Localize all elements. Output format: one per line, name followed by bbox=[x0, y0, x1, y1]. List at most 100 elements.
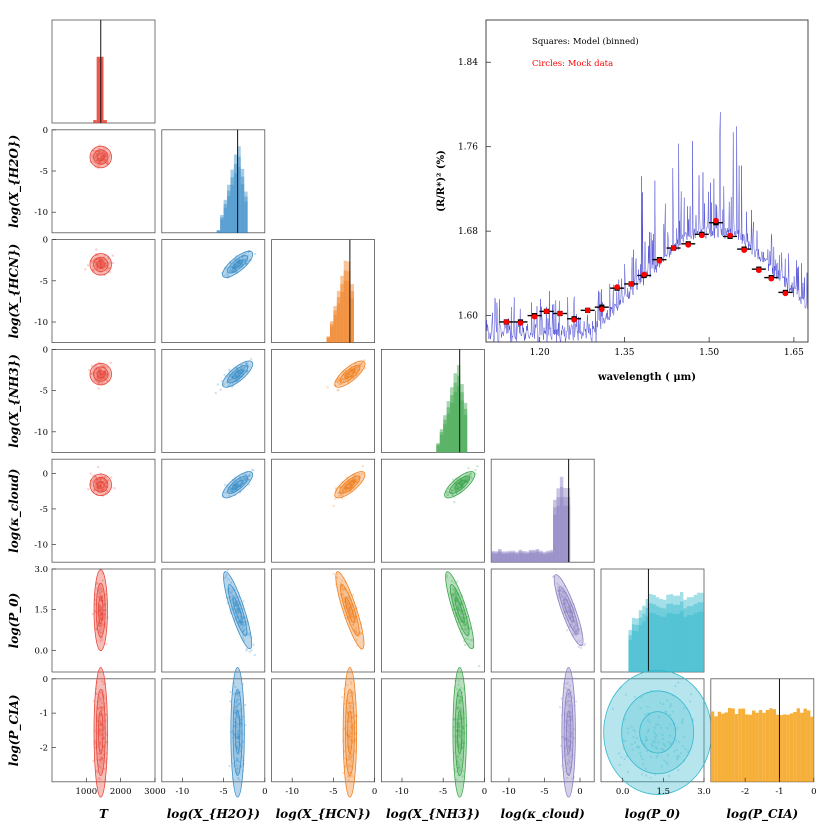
spectrum-x-tick-label: 1.50 bbox=[699, 348, 719, 358]
posterior-sample bbox=[227, 569, 229, 571]
y-tick-label: 0.0 bbox=[34, 646, 48, 656]
hist-bar bbox=[351, 298, 354, 342]
posterior-sample bbox=[464, 644, 466, 646]
spectrum-y-tick-label: 1.84 bbox=[458, 58, 478, 68]
hist-bar bbox=[443, 424, 446, 452]
hist-bar bbox=[230, 185, 233, 233]
x-tick-label: 0 bbox=[811, 787, 816, 797]
posterior-sample bbox=[575, 700, 577, 702]
hist-bar bbox=[762, 713, 765, 782]
x-tick-label: -10 bbox=[176, 787, 190, 797]
hist-bar bbox=[563, 506, 566, 562]
hist-bar bbox=[673, 614, 676, 672]
x-tick-label: 1.5 bbox=[657, 787, 671, 797]
x-axis-label-kcloud: log(κ_cloud) bbox=[501, 807, 585, 822]
posterior-sample bbox=[250, 358, 252, 360]
hist-bar bbox=[498, 552, 501, 562]
hist-bar bbox=[543, 554, 546, 562]
spectrum-y-tick-label: 1.76 bbox=[458, 143, 478, 153]
posterior-sample bbox=[229, 700, 231, 702]
hist-bar bbox=[97, 57, 100, 123]
hist-bar bbox=[454, 392, 457, 452]
x-tick-label: -10 bbox=[285, 787, 299, 797]
scatter-panel-xh2o-p0 bbox=[162, 569, 265, 672]
hist-bar bbox=[810, 717, 813, 782]
y-tick-label: -10 bbox=[34, 208, 48, 218]
mock-data-circle bbox=[599, 306, 605, 312]
hist-bar bbox=[330, 326, 333, 342]
posterior-sample bbox=[92, 613, 94, 615]
posterior-sample bbox=[559, 706, 561, 708]
hist-bar bbox=[804, 709, 807, 782]
scatter-panel-kcloud-pcia bbox=[491, 679, 594, 782]
posterior-sample bbox=[105, 642, 107, 644]
y-axis-label-xhcn: log(X_{HCN}) bbox=[7, 244, 22, 339]
mock-data-circle bbox=[641, 272, 647, 278]
x-axis-label-p0: log(P_0) bbox=[625, 807, 681, 822]
hist-bar bbox=[697, 612, 700, 672]
x-axis-label-T: T bbox=[99, 807, 109, 821]
hist-bar bbox=[694, 613, 697, 672]
x-tick-label: 0 bbox=[372, 787, 377, 797]
posterior-sample bbox=[87, 488, 89, 490]
hist-bar bbox=[491, 554, 494, 563]
hist-bar bbox=[532, 553, 535, 562]
posterior-sample bbox=[254, 654, 256, 656]
x-axis-label-xhcn: log(X_{HCN}) bbox=[276, 807, 371, 822]
posterior-contour bbox=[97, 481, 104, 488]
mock-data-circle bbox=[614, 284, 620, 290]
mock-data-circle bbox=[544, 309, 550, 315]
hist-bar bbox=[769, 708, 772, 781]
x-tick-label: 3000 bbox=[144, 787, 166, 797]
hist-bar bbox=[333, 315, 336, 343]
mock-data-circle bbox=[532, 314, 538, 320]
hist-bar bbox=[742, 709, 745, 782]
hist-bar bbox=[560, 497, 563, 562]
hist-bar bbox=[447, 413, 450, 452]
y-tick-label: 0 bbox=[43, 236, 48, 246]
hist-bar bbox=[670, 613, 673, 672]
posterior-sample bbox=[332, 505, 334, 507]
hist-bar bbox=[683, 617, 686, 672]
x-tick-label: -1 bbox=[775, 787, 783, 797]
y-axis-label-pcia: log(P_CIA) bbox=[7, 694, 22, 766]
hist-bar bbox=[776, 715, 779, 782]
posterior-contour bbox=[457, 711, 462, 754]
x-tick-label: 0.0 bbox=[616, 787, 630, 797]
x-tick-label: 1000 bbox=[76, 787, 98, 797]
posterior-sample bbox=[113, 487, 115, 489]
hist-bar bbox=[786, 715, 789, 782]
posterior-sample bbox=[242, 600, 244, 602]
posterior-sample bbox=[88, 369, 90, 371]
hist-bar bbox=[666, 613, 669, 672]
mock-data-circle bbox=[727, 233, 733, 239]
y-axis-label-p0: log(P_0) bbox=[7, 593, 22, 649]
hist-bar bbox=[659, 617, 662, 672]
hist-bar bbox=[797, 708, 800, 781]
posterior-sample bbox=[478, 665, 480, 667]
mock-data-circle bbox=[518, 320, 524, 326]
hist-bar bbox=[227, 196, 230, 233]
hist-bar bbox=[635, 631, 638, 672]
hist-bar bbox=[779, 715, 782, 782]
hist-bar bbox=[680, 611, 683, 672]
hist-bar bbox=[546, 554, 549, 563]
y-tick-label: 0 bbox=[43, 675, 48, 685]
hist-bar bbox=[642, 622, 645, 672]
hist-bar bbox=[725, 712, 728, 781]
spectrum-x-axis-label: wavelength ( μm) bbox=[597, 372, 696, 383]
posterior-sample bbox=[566, 629, 568, 631]
posterior-sample bbox=[224, 484, 226, 486]
y-tick-label: 0 bbox=[43, 469, 48, 479]
posterior-sample bbox=[476, 465, 478, 467]
hist-bar bbox=[526, 554, 529, 562]
hist-bar bbox=[508, 553, 511, 562]
hist-bar bbox=[749, 715, 752, 782]
x-axis-label-pcia: log(P_CIA) bbox=[726, 807, 798, 822]
posterior-sample bbox=[229, 691, 231, 693]
posterior-sample bbox=[580, 647, 582, 649]
hist-bar bbox=[714, 716, 717, 781]
hist-bar bbox=[515, 554, 518, 562]
y-axis-label-xnh3: log(X_{NH3}) bbox=[7, 354, 22, 448]
spectrum-y-tick-label: 1.68 bbox=[458, 227, 478, 237]
